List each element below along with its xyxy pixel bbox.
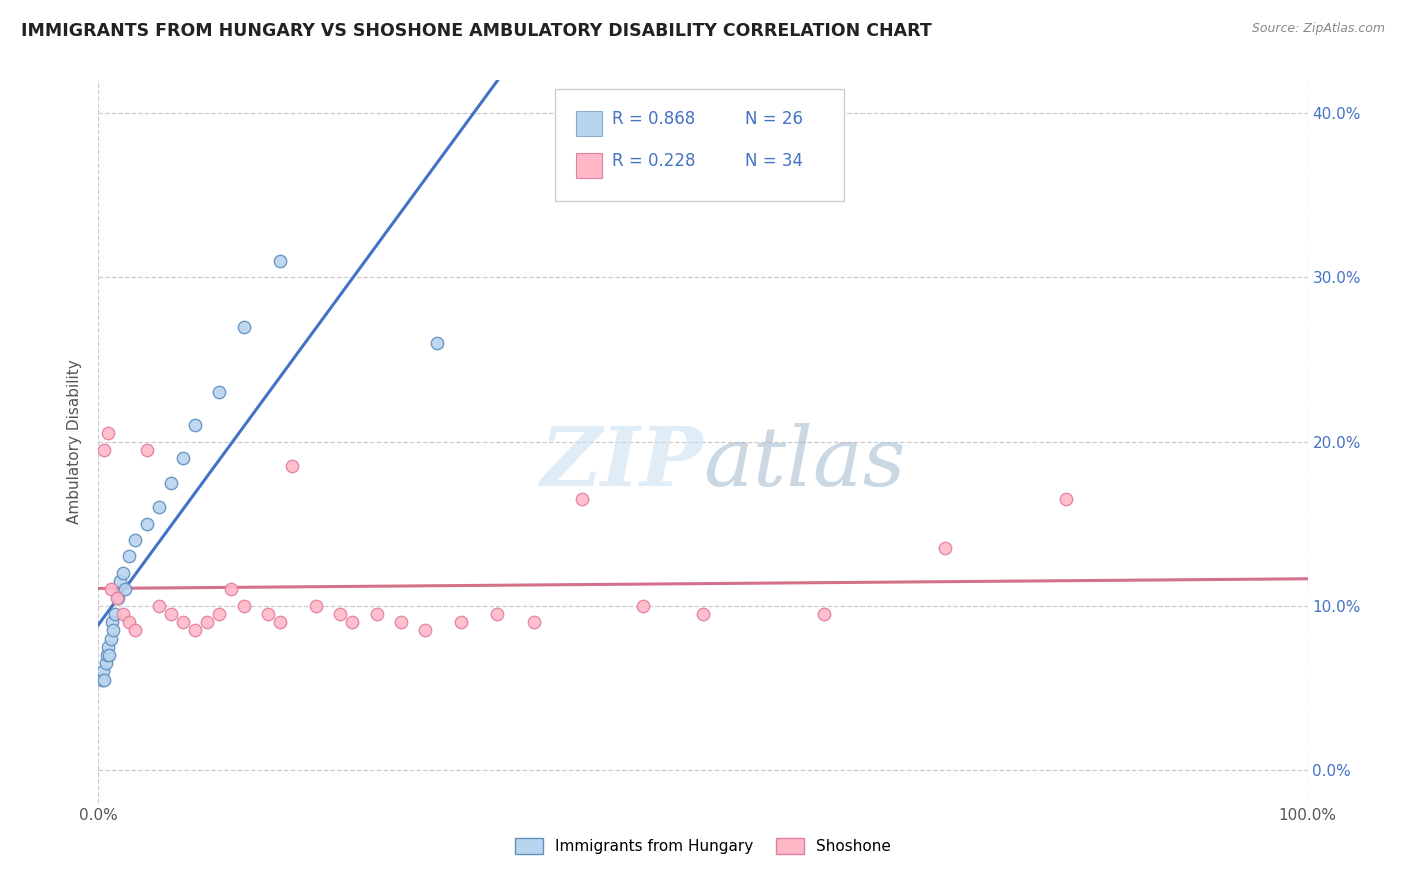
Point bbox=[100, 632, 122, 646]
Point bbox=[118, 615, 141, 630]
Point bbox=[108, 574, 131, 588]
Point bbox=[160, 475, 183, 490]
Point bbox=[101, 624, 124, 638]
Text: Source: ZipAtlas.com: Source: ZipAtlas.com bbox=[1251, 22, 1385, 36]
Point bbox=[413, 624, 436, 638]
Point bbox=[389, 615, 412, 630]
Point bbox=[172, 615, 194, 630]
Text: R = 0.228: R = 0.228 bbox=[612, 152, 695, 169]
Point bbox=[97, 426, 120, 441]
Text: N = 34: N = 34 bbox=[745, 152, 803, 169]
Point bbox=[91, 673, 114, 687]
Point bbox=[135, 442, 157, 457]
Point bbox=[148, 599, 170, 613]
Point bbox=[426, 336, 449, 351]
Point bbox=[813, 607, 835, 621]
Point bbox=[160, 607, 183, 621]
Point bbox=[523, 615, 546, 630]
Point bbox=[195, 615, 218, 630]
Point bbox=[184, 624, 207, 638]
Point bbox=[571, 491, 593, 506]
Point bbox=[184, 418, 207, 433]
Point bbox=[91, 665, 114, 679]
Point bbox=[366, 607, 388, 621]
Point bbox=[148, 500, 170, 515]
Point bbox=[105, 591, 128, 605]
Point bbox=[97, 640, 120, 654]
Point bbox=[232, 319, 254, 334]
Point bbox=[107, 591, 129, 605]
Point bbox=[111, 607, 134, 621]
Point bbox=[124, 624, 146, 638]
Point bbox=[256, 607, 278, 621]
Point bbox=[305, 599, 328, 613]
Point bbox=[208, 385, 231, 400]
Point bbox=[98, 648, 121, 662]
Point bbox=[269, 615, 291, 630]
Point bbox=[329, 607, 352, 621]
Point bbox=[221, 582, 243, 597]
Point bbox=[172, 450, 194, 465]
Point bbox=[631, 599, 654, 613]
Point bbox=[100, 582, 122, 597]
Point bbox=[232, 599, 254, 613]
Point bbox=[124, 533, 146, 547]
Text: R = 0.868: R = 0.868 bbox=[612, 110, 695, 128]
Text: ZIP: ZIP bbox=[540, 423, 703, 503]
Y-axis label: Ambulatory Disability: Ambulatory Disability bbox=[67, 359, 83, 524]
Point bbox=[93, 673, 115, 687]
Text: atlas: atlas bbox=[703, 423, 905, 503]
Point bbox=[111, 566, 134, 580]
Point bbox=[208, 607, 231, 621]
Point bbox=[692, 607, 714, 621]
Point bbox=[269, 253, 291, 268]
Point bbox=[934, 541, 956, 556]
Point bbox=[281, 459, 304, 474]
Point bbox=[93, 442, 115, 457]
Point bbox=[100, 615, 122, 630]
Point bbox=[450, 615, 472, 630]
Point bbox=[486, 607, 509, 621]
Text: N = 26: N = 26 bbox=[745, 110, 803, 128]
Point bbox=[1054, 491, 1077, 506]
Point bbox=[114, 582, 136, 597]
Point bbox=[342, 615, 364, 630]
Legend: Immigrants from Hungary, Shoshone: Immigrants from Hungary, Shoshone bbox=[509, 832, 897, 860]
Text: IMMIGRANTS FROM HUNGARY VS SHOSHONE AMBULATORY DISABILITY CORRELATION CHART: IMMIGRANTS FROM HUNGARY VS SHOSHONE AMBU… bbox=[21, 22, 932, 40]
Point bbox=[118, 549, 141, 564]
Point bbox=[96, 648, 118, 662]
Point bbox=[94, 657, 117, 671]
Point bbox=[104, 607, 127, 621]
Point bbox=[135, 516, 157, 531]
